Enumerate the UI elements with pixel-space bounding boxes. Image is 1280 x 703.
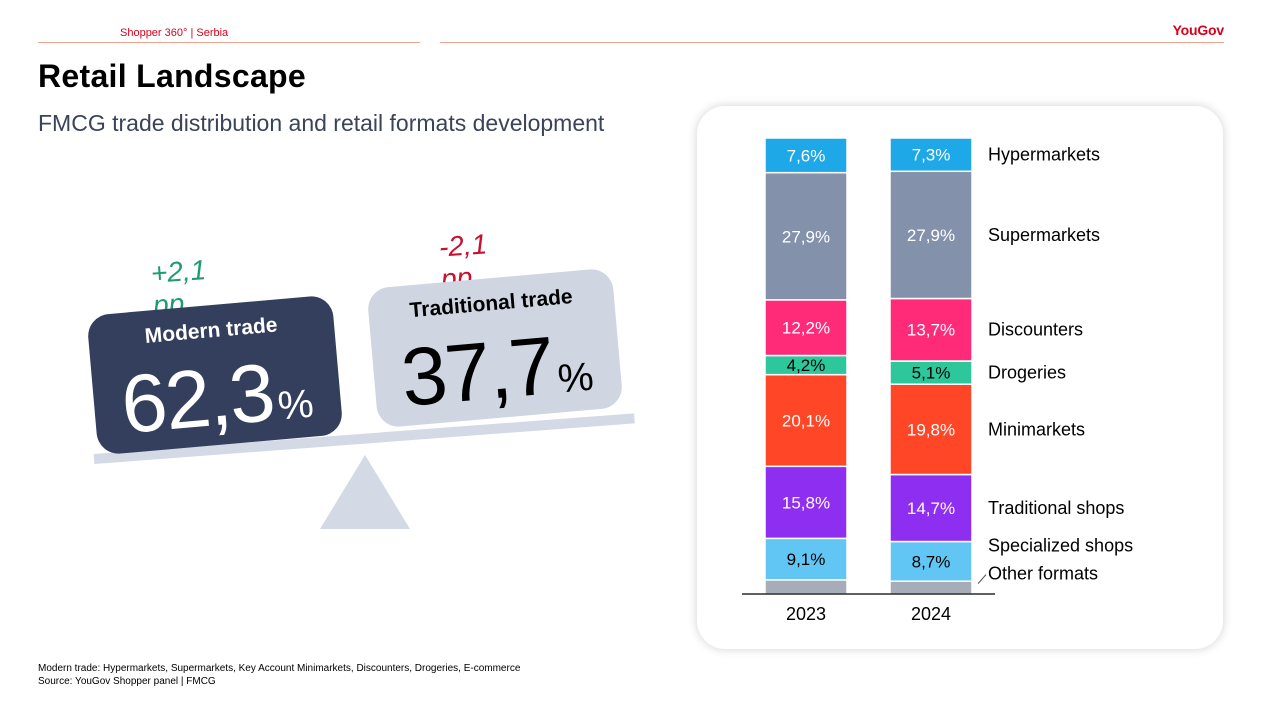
x-tick-label: 2023 — [786, 604, 826, 624]
legend-leader-line — [977, 574, 987, 584]
bar-segment-hypermarkets-2023 — [764, 137, 848, 174]
legend-label: Other formats — [988, 564, 1098, 584]
legend-label: Traditional shops — [988, 498, 1124, 518]
bar-segment-specialized-shops-2024 — [889, 540, 973, 582]
footnote-definition: Modern trade: Hypermarkets, Supermarkets… — [38, 663, 521, 674]
legend-label: Drogeries — [988, 363, 1066, 383]
legend-label: Minimarkets — [988, 419, 1085, 439]
header-divider-right — [440, 42, 1224, 43]
data-label: 9,1% — [787, 550, 826, 569]
page-title: Retail Landscape — [38, 58, 307, 94]
legend-label: Specialized shops — [988, 535, 1133, 555]
bar-segment-traditional-shops-2023 — [764, 465, 848, 540]
data-label: 8,7% — [912, 552, 951, 571]
data-label: 27,9% — [782, 227, 830, 246]
data-label: 14,7% — [907, 499, 955, 518]
bar-segment-hypermarkets-2024 — [889, 137, 973, 173]
bar-segment-traditional-shops-2024 — [889, 473, 973, 543]
legend-label: Supermarkets — [988, 225, 1100, 245]
header-divider-left — [38, 42, 420, 43]
data-label: 19,8% — [907, 420, 955, 439]
data-label: 27,9% — [907, 226, 955, 245]
page-subtitle: FMCG trade distribution and retail forma… — [38, 110, 605, 136]
bar-segment-minimarkets-2024 — [889, 383, 973, 476]
x-tick-label: 2024 — [911, 604, 951, 624]
data-label: 13,7% — [907, 321, 955, 340]
yougov-logo: YouGov — [1172, 22, 1225, 38]
legend-label: Hypermarkets — [988, 145, 1100, 165]
data-label: 15,8% — [782, 493, 830, 512]
bar-segment-minimarkets-2023 — [764, 373, 848, 468]
bar-segment-discounters-2023 — [764, 299, 848, 357]
data-label: 20,1% — [782, 411, 830, 430]
bar-segment-specialized-shops-2023 — [764, 537, 848, 581]
data-label: 4,2% — [787, 356, 826, 375]
data-label: 12,2% — [782, 319, 830, 338]
data-label: 7,6% — [787, 146, 826, 165]
bar-segment-other-formats-2023 — [764, 579, 848, 595]
bar-segment-supermarkets-2023 — [764, 171, 848, 301]
balance-fulcrum — [320, 455, 410, 529]
footnote-source: Source: YouGov Shopper panel | FMCG — [38, 676, 216, 687]
data-label: 7,3% — [912, 146, 951, 165]
data-label: 5,1% — [912, 364, 951, 383]
bar-segment-supermarkets-2024 — [889, 170, 973, 300]
bar-segment-other-formats-2024 — [889, 580, 973, 595]
legend-label: Discounters — [988, 320, 1083, 340]
header-study-label: Shopper 360° | Serbia — [120, 27, 229, 39]
